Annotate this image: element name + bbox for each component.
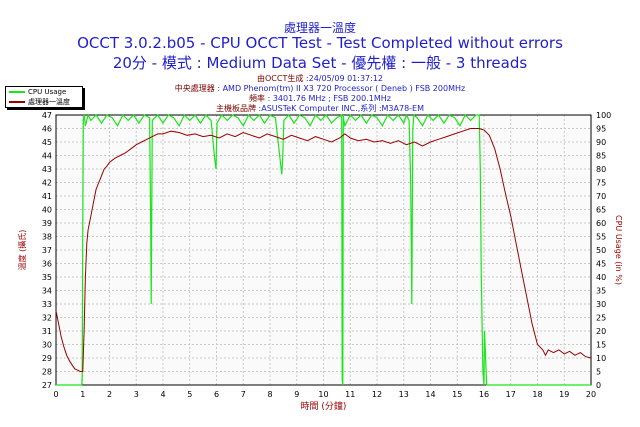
info-cpu: 中央處理器 : AMD Phenom(tm) II X3 720 Process… (0, 83, 640, 94)
legend-item-cpu-usage: CPU Usage (6, 87, 82, 97)
y-left-tick-label: 46 (42, 125, 52, 134)
y-right-tick-label: 5 (596, 368, 601, 377)
y-right-axis-label: CPU Usage (in %) (614, 215, 623, 285)
x-tick-label: 18 (532, 390, 542, 399)
y-left-tick-label: 29 (42, 354, 52, 363)
y-right-tick-label: 45 (596, 260, 606, 269)
y-left-tick-label: 32 (42, 314, 52, 323)
legend-swatch-cpu-usage (9, 91, 25, 93)
x-tick-label: 14 (425, 390, 435, 399)
y-left-tick-label: 31 (42, 327, 52, 336)
y-right-tick-label: 65 (596, 206, 606, 215)
y-left-tick-label: 34 (42, 287, 52, 296)
y-right-tick-label: 75 (596, 179, 606, 188)
y-right-tick-label: 15 (596, 341, 606, 350)
chart-legend: CPU Usage 處理器一溫度 (5, 86, 83, 108)
info-motherboard: 主機板品牌 :ASUSTeK Computer INC.,系列 :M3A78-E… (0, 103, 640, 114)
y-left-tick-label: 38 (42, 233, 52, 242)
x-tick-label: 3 (134, 390, 139, 399)
info-frequency-value: : 3401.76 MHz ; FSB 200.1MHz (265, 94, 391, 103)
y-right-tick-label: 40 (596, 273, 606, 282)
y-right-tick-label: 60 (596, 219, 606, 228)
x-tick-label: 17 (506, 390, 516, 399)
info-motherboard-key: 主機板品牌 (215, 104, 256, 113)
x-tick-label: 12 (372, 390, 382, 399)
x-tick-label: 0 (53, 390, 58, 399)
y-left-tick-label: 35 (42, 273, 52, 282)
legend-item-temperature: 處理器一溫度 (6, 97, 82, 107)
y-left-tick-label: 45 (42, 138, 52, 147)
plot-frame (55, 114, 592, 386)
x-tick-label: 11 (345, 390, 355, 399)
chart-title-line2: OCCT 3.0.2.b05 - CPU OCCT Test - Test Co… (77, 34, 563, 52)
x-tick-label: 16 (479, 390, 489, 399)
y-left-tick-label: 47 (42, 111, 52, 120)
x-tick-label: 19 (559, 390, 569, 399)
info-cpu-key: 中央處理器 (174, 84, 215, 93)
x-tick-label: 4 (160, 390, 165, 399)
y-left-tick-label: 30 (42, 341, 52, 350)
x-tick-label: 7 (241, 390, 246, 399)
y-left-tick-label: 33 (42, 300, 52, 309)
y-left-tick-label: 27 (42, 381, 52, 390)
y-right-tick-label: 50 (596, 246, 606, 255)
chart-title-line1: 處理器一溫度 (283, 21, 356, 35)
y-right-tick-label: 80 (596, 165, 606, 174)
y-left-tick-label: 37 (42, 246, 52, 255)
x-tick-label: 13 (399, 390, 409, 399)
x-tick-label: 2 (107, 390, 112, 399)
x-tick-label: 8 (267, 390, 272, 399)
info-motherboard-value: :ASUSTeK Computer INC.,系列 :M3A78-EM (255, 104, 424, 113)
y-left-tick-label: 42 (42, 179, 52, 188)
y-right-tick-label: 0 (596, 381, 601, 390)
info-generated: 由OCCT生成 :24/05/09 01:37:12 (0, 73, 640, 84)
y-left-tick-label: 44 (42, 152, 52, 161)
chart-title-line3: 20分 - 模式 : Medium Data Set - 優先權 : 一般 - … (112, 54, 528, 72)
y-left-tick-label: 28 (42, 368, 52, 377)
series-line-cpu-usage (56, 113, 591, 386)
x-tick-label: 15 (452, 390, 462, 399)
y-left-tick-label: 39 (42, 219, 52, 228)
x-axis-label: 時間 (分鐘) (301, 400, 347, 412)
x-tick-label: 5 (187, 390, 192, 399)
info-generated-key: 由OCCT生成 (257, 74, 304, 83)
x-tick-label: 10 (318, 390, 328, 399)
y-right-tick-label: 20 (596, 327, 606, 336)
y-right-tick-label: 10 (596, 354, 606, 363)
x-tick-label: 1 (80, 390, 85, 399)
y-left-tick-label: 41 (42, 192, 52, 201)
y-right-tick-label: 35 (596, 287, 606, 296)
y-right-tick-label: 70 (596, 192, 606, 201)
y-right-tick-label: 95 (596, 125, 606, 134)
y-left-tick-label: 43 (42, 165, 52, 174)
x-tick-label: 9 (294, 390, 299, 399)
info-frequency: 頻率 : 3401.76 MHz ; FSB 200.1MHz (0, 93, 640, 104)
y-right-tick-label: 85 (596, 152, 606, 161)
y-right-tick-label: 100 (596, 111, 611, 120)
x-tick-label: 20 (586, 390, 596, 399)
y-right-tick-label: 30 (596, 300, 606, 309)
y-right-tick-label: 90 (596, 138, 606, 147)
legend-label-temperature: 處理器一溫度 (28, 98, 70, 106)
info-cpu-value: : AMD Phenom(tm) II X3 720 Processor ( D… (214, 84, 466, 93)
info-generated-value: :24/05/09 01:37:12 (303, 74, 383, 83)
y-right-tick-label: 25 (596, 314, 606, 323)
y-left-tick-label: 36 (42, 260, 52, 269)
legend-label-cpu-usage: CPU Usage (28, 88, 67, 96)
y-left-tick-label: 40 (42, 206, 52, 215)
y-left-axis-label: 溫度 (攝氏) (17, 230, 27, 271)
info-frequency-key: 頻率 (249, 94, 266, 103)
legend-swatch-temperature (9, 101, 25, 103)
y-right-tick-label: 55 (596, 233, 606, 242)
x-tick-label: 6 (214, 390, 219, 399)
series-line-temperature (55, 128, 592, 372)
